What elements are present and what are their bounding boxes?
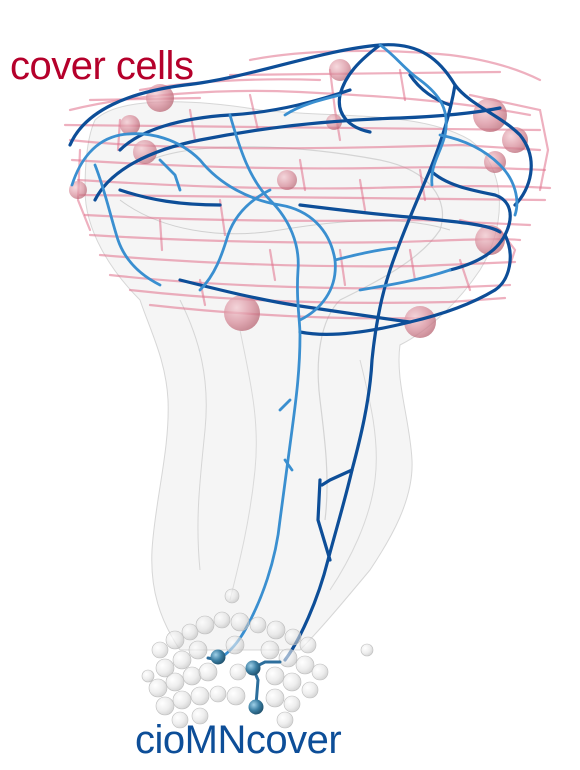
neuron-arbour-dark [68, 43, 533, 662]
cover-cell-soma [69, 181, 87, 199]
cover-cell-soma [404, 306, 436, 338]
cover-cell-processes [63, 49, 552, 320]
ciomn-cover-label: cioMNcover [135, 718, 342, 762]
ciomn-soma [210, 649, 226, 665]
ciomn-soma [248, 699, 264, 715]
neuron-arbour-light [70, 43, 519, 662]
cover-cell-soma [329, 59, 351, 81]
cover-cell-soma [473, 98, 507, 132]
cover-cells-label: cover cells [10, 44, 194, 88]
cover-cell-soma [224, 295, 260, 331]
neuron-somata [210, 649, 264, 715]
cover-cell-soma [120, 115, 140, 135]
cover-cell-soma [277, 170, 297, 190]
cover-cell-soma [133, 140, 157, 164]
ciomn-soma [245, 660, 261, 676]
bottom-cell-cluster [141, 588, 374, 729]
cover-cell-soma [502, 127, 528, 153]
